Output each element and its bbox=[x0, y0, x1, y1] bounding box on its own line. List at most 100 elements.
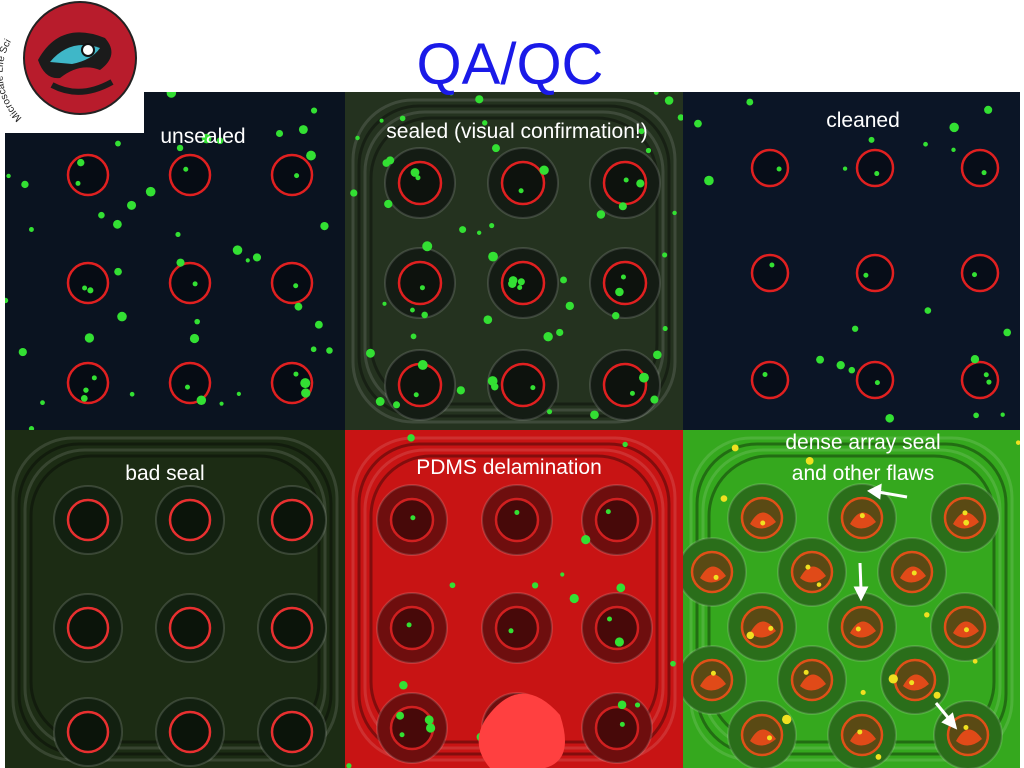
well-ring bbox=[389, 497, 435, 543]
arrow bbox=[877, 490, 908, 499]
bead bbox=[40, 400, 45, 406]
well bbox=[384, 247, 456, 319]
bead bbox=[83, 387, 89, 393]
bead bbox=[1015, 440, 1020, 445]
arrow bbox=[858, 562, 863, 591]
bead bbox=[530, 385, 536, 391]
bead bbox=[539, 165, 549, 175]
bead bbox=[731, 444, 739, 452]
bead bbox=[590, 410, 599, 420]
arrow-head bbox=[867, 483, 882, 500]
well-ring bbox=[855, 360, 895, 400]
bead bbox=[346, 763, 352, 768]
bead bbox=[517, 285, 523, 291]
bead bbox=[636, 179, 645, 188]
well-ring bbox=[270, 261, 314, 305]
bead bbox=[923, 141, 928, 147]
bead bbox=[971, 272, 977, 278]
bead bbox=[77, 158, 85, 167]
bead bbox=[410, 307, 415, 313]
bead bbox=[619, 721, 625, 727]
bead bbox=[166, 92, 177, 98]
well bbox=[257, 697, 327, 767]
bead bbox=[951, 147, 956, 153]
bead bbox=[855, 626, 861, 632]
well-ring bbox=[168, 606, 212, 650]
well-core bbox=[496, 607, 538, 649]
bead bbox=[860, 689, 866, 696]
bead bbox=[581, 535, 591, 545]
well-ring bbox=[790, 658, 834, 702]
bead bbox=[475, 95, 484, 104]
panel-label: unsealed bbox=[160, 125, 245, 148]
bead bbox=[145, 186, 156, 197]
bead bbox=[963, 725, 969, 731]
well-ring bbox=[690, 658, 734, 702]
bead bbox=[192, 281, 198, 287]
bead bbox=[662, 326, 668, 332]
well-ring bbox=[168, 153, 212, 197]
well bbox=[581, 592, 653, 664]
well-core bbox=[68, 363, 108, 403]
bead bbox=[114, 267, 122, 276]
bead bbox=[417, 360, 428, 370]
well bbox=[53, 593, 123, 663]
panel-labels: unsealed sealed (visual confirmation!) c… bbox=[125, 109, 940, 485]
panel-label: cleaned bbox=[826, 109, 900, 132]
well bbox=[376, 692, 448, 764]
bead bbox=[236, 391, 241, 396]
well-ring bbox=[168, 361, 212, 405]
well bbox=[487, 147, 559, 219]
bead bbox=[449, 92, 454, 96]
well-ring bbox=[740, 713, 784, 757]
well-core bbox=[68, 500, 108, 540]
bead bbox=[201, 133, 212, 144]
bead bbox=[842, 166, 848, 171]
bead bbox=[1000, 412, 1005, 417]
bead bbox=[981, 170, 987, 176]
arrows bbox=[853, 483, 958, 730]
well-ring bbox=[890, 550, 934, 594]
bead bbox=[294, 173, 300, 179]
bead bbox=[232, 245, 243, 255]
bead bbox=[127, 200, 137, 210]
well-core bbox=[68, 712, 108, 752]
well-ring bbox=[943, 605, 987, 649]
cell-cluster bbox=[850, 621, 876, 638]
bead bbox=[84, 333, 95, 343]
logo-shape bbox=[50, 79, 114, 95]
cell-cluster bbox=[956, 729, 982, 746]
bead bbox=[275, 129, 284, 138]
bead bbox=[293, 371, 299, 377]
bead bbox=[18, 347, 27, 357]
bead bbox=[543, 332, 553, 342]
bead bbox=[482, 120, 488, 126]
bead bbox=[314, 320, 323, 329]
bead bbox=[653, 92, 659, 95]
bead bbox=[75, 180, 81, 186]
bead bbox=[986, 379, 992, 385]
bead bbox=[623, 177, 629, 183]
bead bbox=[326, 347, 333, 354]
bead bbox=[768, 625, 774, 631]
bead bbox=[410, 515, 416, 521]
bead bbox=[1003, 328, 1012, 337]
well-ring bbox=[270, 153, 314, 197]
well-ring bbox=[494, 605, 540, 651]
well-core bbox=[272, 155, 312, 195]
well-ring bbox=[960, 360, 1000, 400]
bead bbox=[859, 513, 865, 519]
well-core bbox=[496, 499, 538, 541]
bead bbox=[933, 691, 941, 699]
well bbox=[155, 697, 225, 767]
well-ring bbox=[943, 496, 987, 540]
well-core bbox=[68, 263, 108, 303]
bead bbox=[760, 520, 766, 526]
panel-label: PDMS delamination bbox=[416, 456, 602, 479]
well bbox=[155, 593, 225, 663]
bead bbox=[407, 434, 415, 442]
cell-cluster bbox=[750, 621, 776, 638]
well-ring bbox=[602, 362, 648, 408]
bead bbox=[488, 251, 498, 262]
